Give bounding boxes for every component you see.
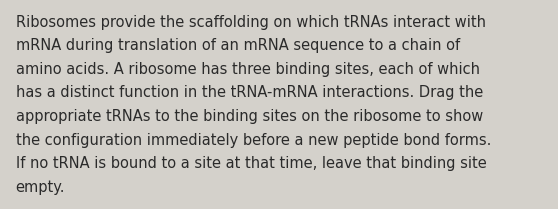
Text: empty.: empty.: [16, 180, 65, 195]
Text: If no tRNA is bound to a site at that time, leave that binding site: If no tRNA is bound to a site at that ti…: [16, 156, 487, 171]
Text: mRNA during translation of an mRNA sequence to a chain of: mRNA during translation of an mRNA seque…: [16, 38, 460, 53]
Text: appropriate tRNAs to the binding sites on the ribosome to show: appropriate tRNAs to the binding sites o…: [16, 109, 483, 124]
Text: the configuration immediately before a new peptide bond forms.: the configuration immediately before a n…: [16, 133, 491, 148]
Text: Ribosomes provide the scaffolding on which tRNAs interact with: Ribosomes provide the scaffolding on whi…: [16, 15, 485, 30]
Text: has a distinct function in the tRNA-mRNA interactions. Drag the: has a distinct function in the tRNA-mRNA…: [16, 85, 483, 101]
Text: amino acids. A ribosome has three binding sites, each of which: amino acids. A ribosome has three bindin…: [16, 62, 480, 77]
